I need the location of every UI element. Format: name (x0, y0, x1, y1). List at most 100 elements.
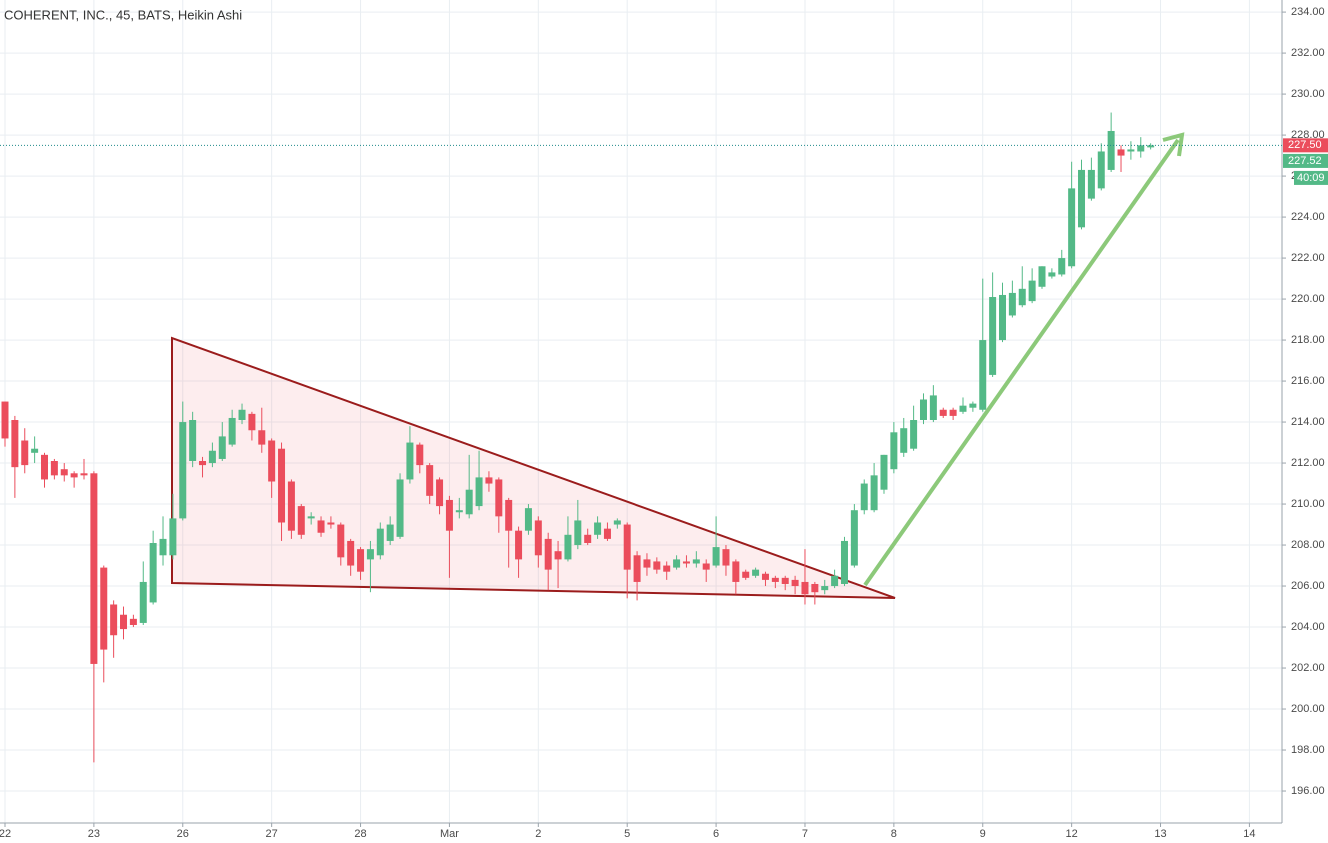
candle-body (475, 477, 483, 507)
candle-body (297, 506, 305, 535)
candle-body (781, 577, 789, 584)
candle-body (406, 442, 414, 480)
candle-body (199, 461, 207, 466)
x-tick-label: 6 (713, 828, 719, 840)
price-marker-label: 227.50 (1288, 139, 1322, 151)
candle-body (60, 469, 68, 476)
candle-body (633, 555, 641, 582)
candle-body (524, 508, 532, 531)
candle-body (159, 538, 167, 556)
candle-body (1087, 169, 1095, 199)
candle-body (436, 479, 444, 507)
candle-body (505, 499, 513, 531)
y-tick-label: 202.00 (1291, 662, 1325, 674)
y-tick-label: 212.00 (1291, 457, 1325, 469)
candle-body (771, 577, 779, 582)
y-tick-label: 198.00 (1291, 744, 1325, 756)
y-tick-label: 196.00 (1291, 785, 1325, 797)
candle-body (268, 440, 276, 482)
candle-body (702, 563, 710, 570)
trend-arrow (863, 138, 1180, 587)
candle-body (248, 413, 256, 431)
candle-body (574, 520, 582, 546)
candle-body (860, 483, 868, 511)
candle-body (544, 538, 552, 570)
candle-body (1078, 169, 1086, 228)
y-tick-label: 230.00 (1291, 88, 1325, 100)
candle-body (603, 528, 611, 539)
y-tick-label: 200.00 (1291, 703, 1325, 715)
candle-body (129, 618, 137, 625)
candle-body (564, 534, 572, 560)
candle-body (238, 409, 246, 421)
candle-body (1137, 145, 1145, 152)
x-tick-label: 27 (266, 828, 278, 840)
candle-body (791, 579, 799, 587)
candle-body (900, 428, 908, 453)
candle-body (110, 604, 118, 636)
candle-body (663, 565, 671, 572)
candle-body (120, 614, 128, 630)
candle-body (139, 581, 147, 623)
y-tick-label: 208.00 (1291, 539, 1325, 551)
candle-body (1018, 288, 1026, 306)
candle-body (999, 294, 1007, 341)
candle-body (90, 473, 98, 664)
y-tick-label: 214.00 (1291, 416, 1325, 428)
candle-body (594, 522, 602, 535)
x-tick-label: 14 (1243, 828, 1255, 840)
candle-body (515, 530, 523, 560)
x-tick-label: 9 (980, 828, 986, 840)
candle-body (1, 401, 9, 439)
triangle-drawing (171, 336, 896, 599)
candle-body (41, 454, 49, 480)
candle-body (919, 399, 927, 421)
candle-body (752, 569, 760, 576)
candle-body (722, 549, 730, 566)
candle-body (396, 479, 404, 537)
candle-body (831, 575, 839, 587)
candle-body (100, 567, 108, 650)
candle-body (682, 561, 690, 564)
candle-body (692, 559, 700, 564)
x-tick-label: 22 (0, 828, 11, 840)
candle-body (939, 409, 947, 416)
candle-body (327, 522, 335, 525)
candle-body (554, 551, 562, 560)
candle-body (1058, 258, 1066, 275)
price-marker (1283, 138, 1328, 153)
x-tick-label: Mar (440, 828, 459, 840)
candle-body (989, 297, 997, 375)
countdown-label: 40:09 (1297, 172, 1325, 184)
candle-body (70, 473, 78, 478)
x-tick-label: 8 (891, 828, 897, 840)
candle-body (959, 405, 967, 412)
x-tick-label: 26 (177, 828, 189, 840)
candle-body (31, 448, 39, 453)
candle-body (1117, 149, 1125, 156)
candle-body (228, 417, 236, 445)
candle-body (347, 540, 355, 566)
x-tick-label: 12 (1066, 828, 1078, 840)
y-tick-label: 210.00 (1291, 498, 1325, 510)
price-marker (1283, 153, 1328, 168)
candle-body (80, 473, 88, 476)
candle-body (712, 547, 720, 566)
y-tick-label: 234.00 (1291, 6, 1325, 18)
chart-title: COHERENT, INC., 45, BATS, Heikin Ashi (4, 7, 242, 22)
candle-body (534, 520, 542, 556)
y-tick-label: 224.00 (1291, 211, 1325, 223)
candle-body (1028, 280, 1036, 302)
candle-body (850, 510, 858, 566)
candle-body (455, 510, 463, 513)
y-tick-label: 228.00 (1291, 129, 1325, 141)
y-tick-label: 222.00 (1291, 252, 1325, 264)
candle-body (732, 561, 740, 582)
candle-body (465, 489, 473, 515)
y-tick-label: 206.00 (1291, 580, 1325, 592)
candle-body (623, 524, 631, 570)
candle-body (1008, 292, 1016, 316)
trend-arrow-head (1162, 132, 1185, 157)
